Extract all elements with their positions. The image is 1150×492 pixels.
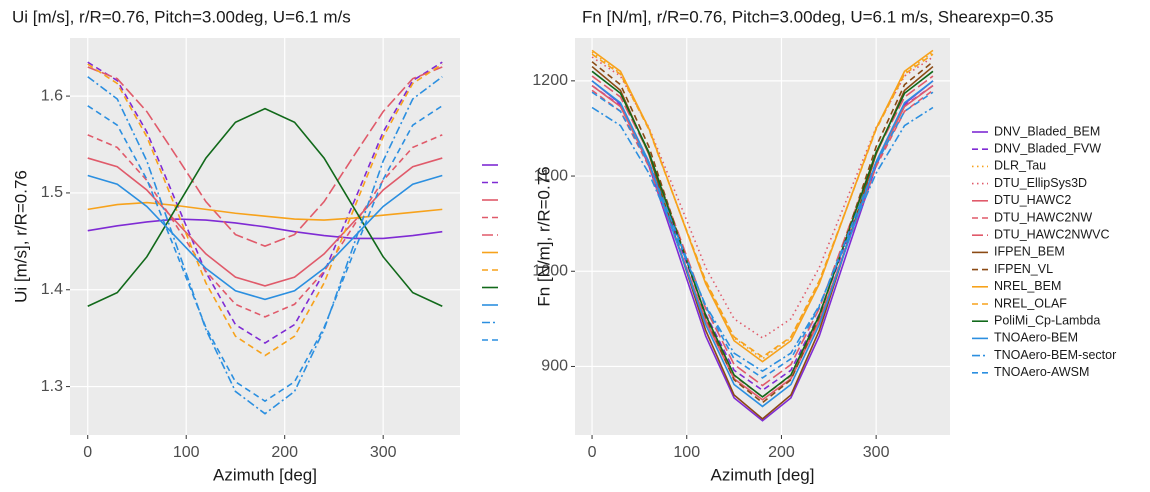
x-tick-label: 100: [173, 444, 200, 461]
legend-label: DLR_Tau: [994, 159, 1046, 173]
series-line: [87, 157, 443, 287]
legend-label: DNV_Bladed_FVW: [994, 141, 1101, 155]
legend-label: TNOAero-BEM: [994, 331, 1078, 345]
y-tick-label: 900: [541, 358, 568, 375]
series-line: [87, 105, 443, 403]
legend-label: DTU_HAWC2NW: [994, 210, 1092, 224]
series-line: [87, 107, 443, 307]
series-line: [591, 61, 934, 404]
plot-background: [575, 38, 950, 435]
legend-label: DTU_EllipSys3D: [994, 176, 1087, 190]
x-tick-label: 300: [370, 444, 397, 461]
series-line: [87, 63, 443, 357]
chart-title: Fn [N/m], r/R=0.76, Pitch=3.00deg, U=6.1…: [582, 7, 1054, 26]
x-axis-title: Azimuth [deg]: [213, 465, 317, 484]
y-tick-label: 1.3: [41, 378, 63, 395]
legend-label: IFPEN_BEM: [994, 245, 1065, 259]
x-tick-label: 300: [863, 444, 890, 461]
y-tick-label: 1.4: [41, 281, 63, 298]
series-line: [591, 70, 934, 398]
series-line: [87, 76, 443, 415]
x-axis-title: Azimuth [deg]: [711, 465, 815, 484]
series-line: [87, 218, 443, 240]
series-line: [591, 53, 934, 358]
y-axis-title: Ui [m/s], r/R=0.76: [11, 170, 30, 303]
y-tick-label: 1.6: [41, 87, 63, 104]
y-tick-label: 1.5: [41, 184, 63, 201]
legend-label: NREL_BEM: [994, 279, 1061, 293]
y-tick-label: 1100: [534, 167, 569, 184]
x-tick-label: 0: [83, 444, 92, 461]
legend-label: TNOAero-BEM-sector: [994, 348, 1116, 362]
legend-label: IFPEN_VL: [994, 262, 1053, 276]
legend-label: PoliMi_Cp-Lambda: [994, 313, 1100, 327]
series-line: [87, 61, 443, 344]
series-line: [591, 80, 934, 408]
series-line: [591, 106, 934, 373]
legend-label: DTU_HAWC2: [994, 193, 1071, 207]
series-line: [591, 89, 934, 398]
series-line: [87, 174, 443, 301]
y-tick-label: 1200: [532, 72, 568, 89]
legend-label: TNOAero-AWSM: [994, 365, 1089, 379]
series-line: [87, 134, 443, 318]
x-tick-label: 200: [768, 444, 795, 461]
y-axis-title: Fn [N/m], r/R=0.76: [534, 166, 553, 306]
series-line: [591, 91, 934, 379]
series-line: [87, 201, 443, 221]
legend-label: DNV_Bladed_BEM: [994, 124, 1100, 138]
series-line: [87, 66, 443, 248]
y-tick-label: 1000: [532, 262, 568, 279]
x-tick-label: 200: [271, 444, 298, 461]
legend-label: NREL_OLAF: [994, 296, 1067, 310]
x-tick-label: 0: [588, 444, 597, 461]
legend-label: DTU_HAWC2NWVC: [994, 227, 1110, 241]
chart-title: Ui [m/s], r/R=0.76, Pitch=3.00deg, U=6.1…: [12, 7, 351, 26]
x-tick-label: 100: [673, 444, 700, 461]
